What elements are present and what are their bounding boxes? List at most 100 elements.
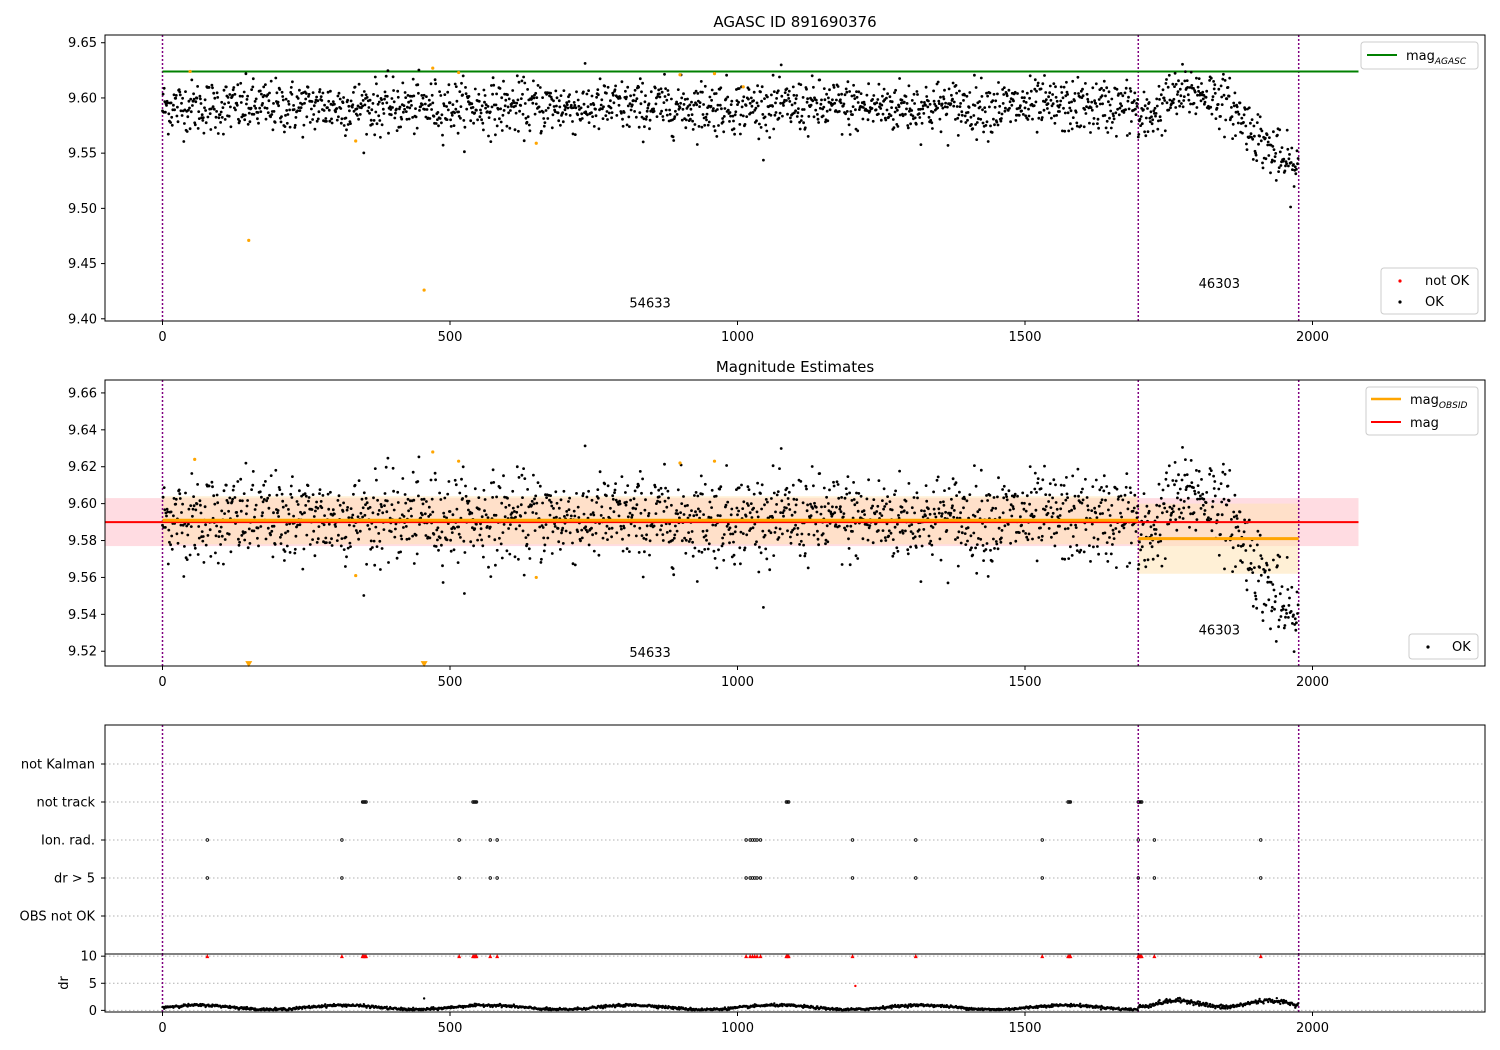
ok-point	[836, 85, 840, 88]
ok-point	[1090, 100, 1094, 104]
ok-point	[213, 502, 217, 506]
ok-point	[357, 537, 360, 541]
ok-point	[373, 563, 377, 567]
ok-point	[208, 112, 212, 115]
ok-point	[1149, 525, 1153, 529]
ok-point	[220, 116, 224, 119]
ok-point	[1058, 514, 1062, 517]
ok-point	[978, 508, 981, 511]
ok-point	[262, 85, 266, 89]
ok-point	[557, 119, 561, 123]
ok-point	[735, 506, 739, 510]
ok-point	[351, 513, 355, 517]
ok-point	[473, 111, 477, 115]
ok-point	[889, 531, 893, 535]
ok-point	[1082, 125, 1086, 129]
agasc-mag-title: AGASC ID 891690376	[713, 13, 876, 31]
ok-point	[330, 117, 333, 121]
ok-point	[333, 102, 336, 106]
ok-point	[958, 89, 961, 93]
ok-point	[991, 99, 995, 102]
ok-point	[229, 550, 233, 554]
ok-point	[183, 545, 186, 548]
ok-point	[659, 486, 663, 490]
ok-point	[633, 489, 637, 493]
ok-point	[210, 83, 214, 87]
ok-point	[618, 96, 622, 100]
ok-point	[1013, 90, 1017, 94]
ok-point	[293, 551, 297, 555]
ok-point	[453, 478, 457, 482]
ok-point	[847, 117, 850, 121]
ok-point	[1054, 483, 1057, 487]
ok-point	[486, 525, 489, 528]
ok-point	[245, 102, 248, 106]
ok-point	[505, 549, 509, 553]
ok-point	[915, 90, 919, 93]
ok-point	[1077, 494, 1080, 498]
ok-point	[703, 84, 707, 88]
ok-point	[250, 488, 254, 491]
ok-point	[827, 96, 830, 100]
ok-point	[1217, 553, 1221, 557]
ok-point	[1040, 538, 1044, 542]
ok-point	[740, 483, 743, 487]
ok-point	[556, 527, 560, 530]
ok-point	[162, 486, 166, 489]
ok-point	[378, 119, 382, 122]
ok-point	[1146, 130, 1150, 134]
ok-point	[963, 114, 967, 118]
ok-point	[1126, 99, 1130, 103]
ok-point	[337, 494, 341, 498]
ok-point	[1101, 512, 1104, 515]
ok-point	[1071, 535, 1075, 538]
ok-point	[1104, 552, 1108, 555]
ok-point	[1115, 87, 1119, 91]
ok-point	[1001, 488, 1004, 491]
ok-point	[786, 497, 790, 500]
ok-point	[1253, 591, 1257, 595]
ok-point	[459, 105, 463, 108]
ok-point	[1096, 545, 1099, 548]
ok-point	[644, 498, 647, 502]
ok-point	[169, 543, 173, 547]
ok-point	[721, 120, 725, 124]
ok-point	[423, 108, 427, 111]
ok-point	[877, 112, 880, 116]
ok-point	[417, 68, 421, 72]
ok-point	[849, 110, 853, 113]
ok-point	[553, 110, 557, 113]
ok-point	[508, 126, 512, 130]
ok-point	[1110, 97, 1114, 101]
ok-point	[711, 109, 715, 113]
ok-point	[952, 509, 956, 512]
ok-point	[457, 525, 460, 529]
ok-point	[700, 550, 704, 554]
ok-point	[668, 112, 672, 116]
ok-point	[521, 496, 524, 499]
ok-point	[563, 108, 567, 112]
ok-point	[429, 82, 433, 86]
ok-point	[505, 124, 509, 128]
ok-point	[364, 93, 368, 97]
ok-point	[376, 94, 379, 98]
ok-point	[583, 62, 587, 65]
ok-point	[1074, 526, 1078, 529]
ok-point	[197, 536, 201, 540]
ok-point	[781, 114, 784, 118]
ok-point	[1029, 491, 1033, 494]
ok-point	[700, 125, 704, 129]
ok-point	[388, 105, 392, 109]
ok-point	[1109, 109, 1113, 113]
ok-point	[372, 496, 375, 500]
ok-point	[609, 506, 612, 510]
ok-point	[546, 536, 550, 540]
ok-point	[1254, 597, 1258, 601]
ok-point	[517, 80, 521, 84]
ok-point	[375, 82, 378, 86]
ok-point	[1128, 486, 1132, 490]
ok-point	[927, 115, 931, 119]
ok-point	[1110, 504, 1114, 507]
ok-point	[361, 515, 364, 519]
ok-point	[1189, 102, 1192, 106]
